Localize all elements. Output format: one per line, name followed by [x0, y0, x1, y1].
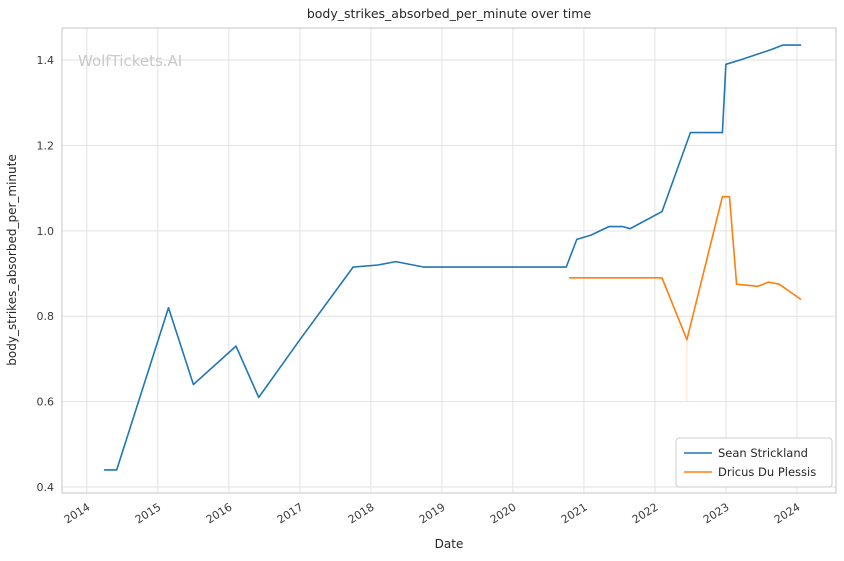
svg-text:2024: 2024	[772, 501, 803, 527]
legend: Sean Strickland Dricus Du Plessis	[675, 437, 833, 488]
svg-text:2022: 2022	[630, 501, 661, 527]
svg-text:2023: 2023	[701, 501, 732, 527]
svg-text:2015: 2015	[133, 501, 164, 527]
svg-text:2019: 2019	[417, 501, 448, 527]
svg-text:0.4: 0.4	[37, 481, 55, 494]
y-axis-label: body_strikes_absorbed_per_minute	[5, 154, 19, 365]
chart-title: body_strikes_absorbed_per_minute over ti…	[307, 6, 592, 21]
svg-text:2021: 2021	[559, 501, 590, 527]
grid-lines	[62, 28, 836, 493]
svg-text:2020: 2020	[488, 501, 519, 527]
svg-text:1.0: 1.0	[37, 225, 55, 238]
data-series	[103, 44, 802, 471]
svg-text:0.6: 0.6	[37, 396, 55, 409]
svg-text:0.8: 0.8	[37, 310, 55, 323]
svg-text:1.2: 1.2	[37, 139, 55, 152]
legend-label-series2: Dricus Du Plessis	[718, 465, 816, 479]
svg-text:2018: 2018	[346, 501, 377, 527]
watermark: WolfTickets.AI	[78, 52, 182, 70]
svg-text:2017: 2017	[275, 501, 306, 527]
svg-text:1.4: 1.4	[37, 54, 55, 67]
svg-text:2016: 2016	[204, 501, 235, 527]
x-axis-label: Date	[435, 537, 464, 551]
legend-label-series1: Sean Strickland	[718, 446, 808, 460]
svg-text:2014: 2014	[62, 501, 93, 527]
legend-box	[675, 437, 833, 488]
